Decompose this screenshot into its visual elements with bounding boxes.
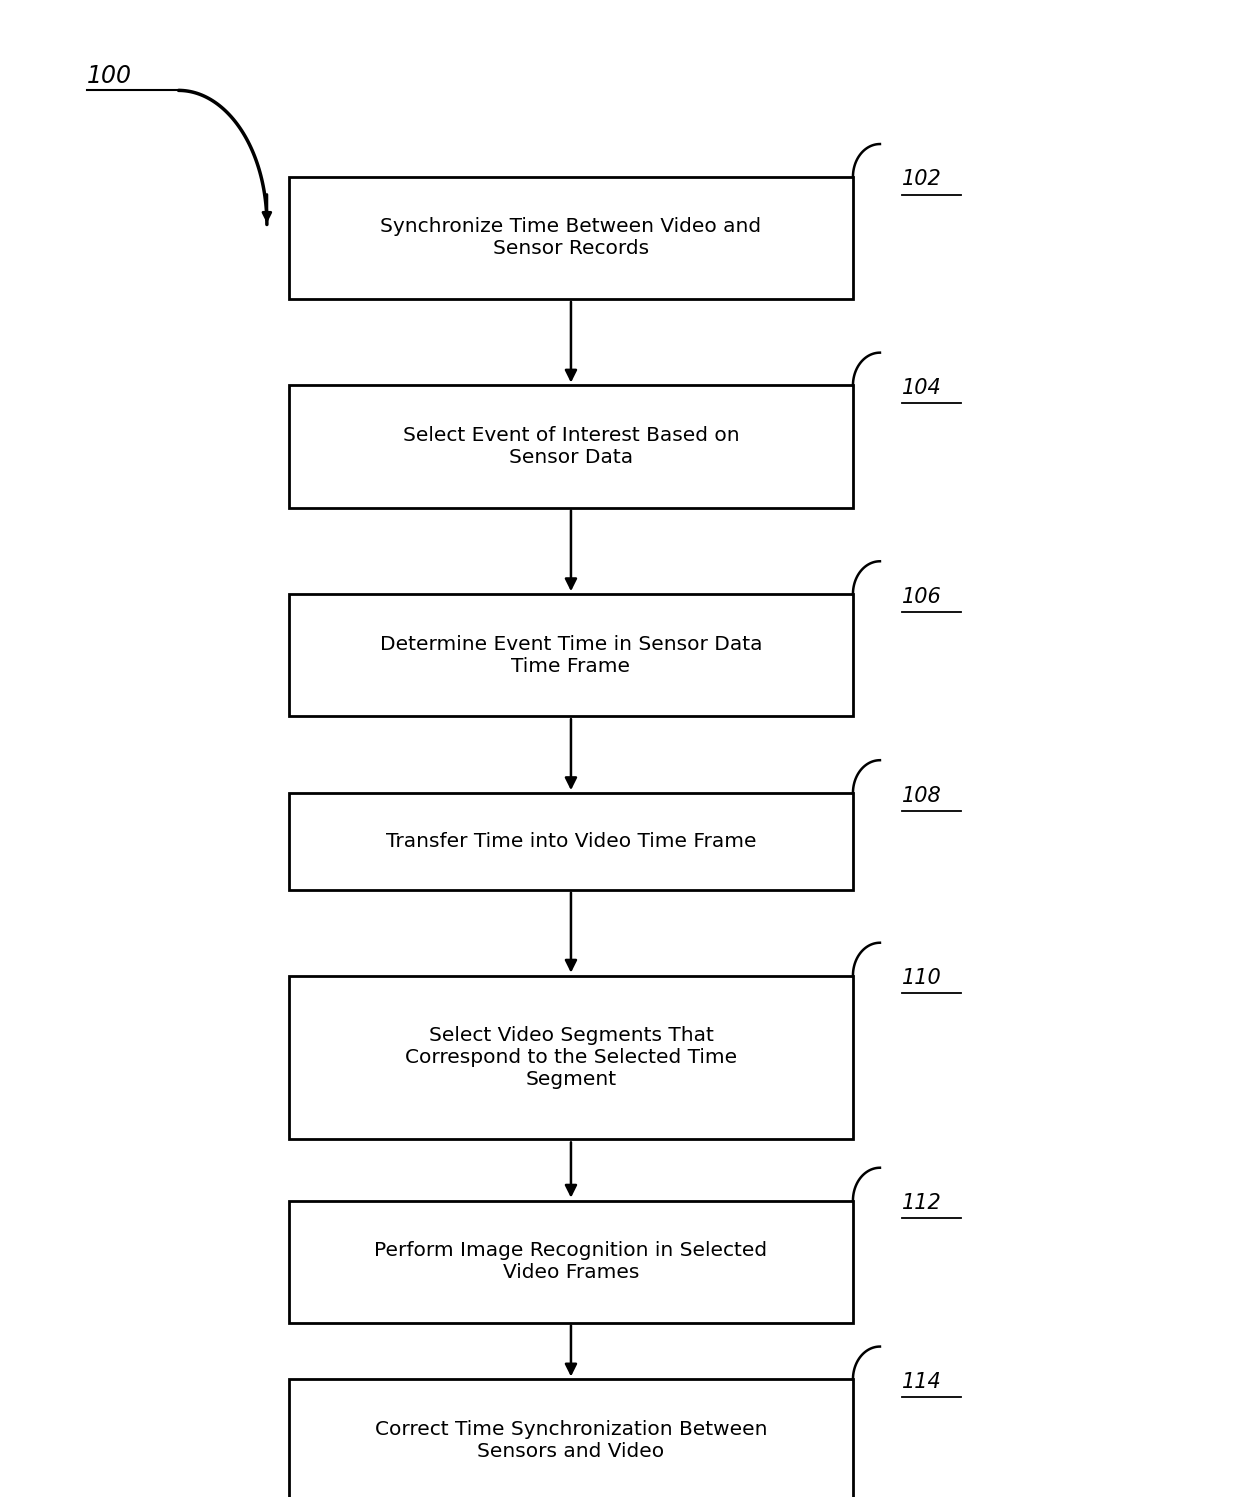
Text: Determine Event Time in Sensor Data
Time Frame: Determine Event Time in Sensor Data Time… — [379, 635, 763, 675]
FancyBboxPatch shape — [289, 1200, 853, 1322]
FancyBboxPatch shape — [289, 177, 853, 299]
Text: 106: 106 — [901, 587, 941, 606]
Text: Synchronize Time Between Video and
Sensor Records: Synchronize Time Between Video and Senso… — [381, 218, 761, 259]
Text: Select Video Segments That
Correspond to the Selected Time
Segment: Select Video Segments That Correspond to… — [405, 1026, 737, 1089]
Text: Perform Image Recognition in Selected
Video Frames: Perform Image Recognition in Selected Vi… — [374, 1241, 768, 1281]
FancyBboxPatch shape — [289, 594, 853, 716]
Text: Select Event of Interest Based on
Sensor Data: Select Event of Interest Based on Sensor… — [403, 426, 739, 468]
Text: Transfer Time into Video Time Frame: Transfer Time into Video Time Frame — [386, 832, 756, 851]
FancyBboxPatch shape — [289, 976, 853, 1140]
Text: 112: 112 — [901, 1193, 941, 1214]
Text: Correct Time Synchronization Between
Sensors and Video: Correct Time Synchronization Between Sen… — [374, 1420, 768, 1460]
FancyBboxPatch shape — [289, 1379, 853, 1501]
Text: 114: 114 — [901, 1372, 941, 1391]
Text: 100: 100 — [87, 63, 131, 87]
FancyBboxPatch shape — [289, 385, 853, 508]
Text: 102: 102 — [901, 170, 941, 190]
Text: 108: 108 — [901, 785, 941, 806]
Text: 110: 110 — [901, 969, 941, 988]
FancyBboxPatch shape — [289, 793, 853, 890]
Text: 104: 104 — [901, 378, 941, 399]
